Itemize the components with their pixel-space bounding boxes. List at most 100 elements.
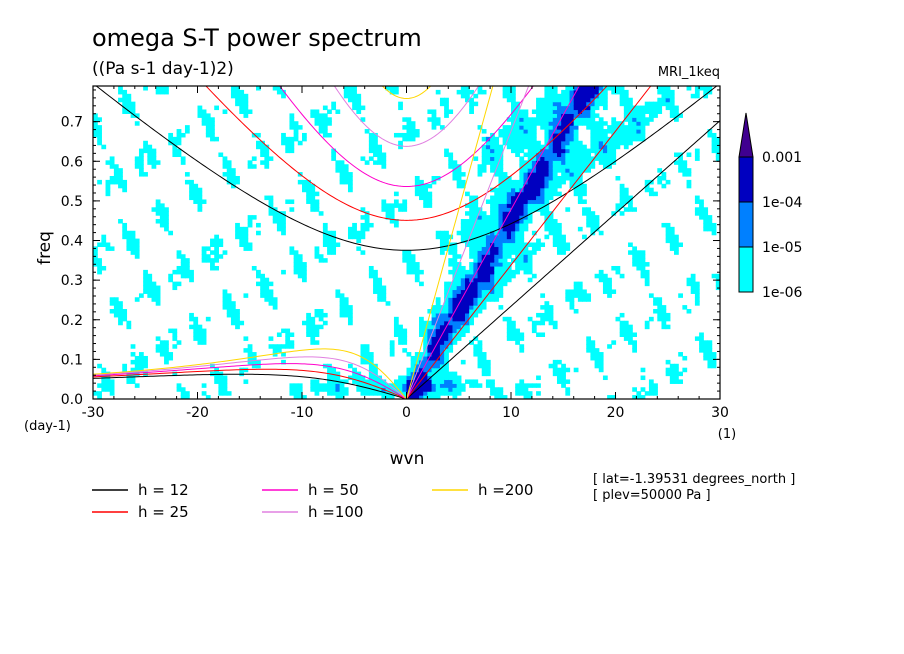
power-cell — [360, 344, 366, 349]
power-cell — [448, 156, 454, 161]
power-cell — [364, 215, 370, 220]
power-cell — [628, 199, 633, 204]
power-cell — [444, 328, 449, 334]
power-cell — [272, 301, 278, 306]
power-cell — [519, 258, 525, 263]
power-cell — [327, 117, 332, 122]
power-cell — [201, 391, 207, 396]
power-cell — [569, 132, 575, 138]
power-cell — [339, 179, 345, 185]
power-cell — [477, 293, 483, 298]
power-cell — [552, 121, 558, 126]
power-cell — [674, 160, 679, 165]
power-cell — [155, 348, 161, 353]
power-cell — [690, 93, 696, 99]
power-cell — [243, 109, 249, 114]
power-cell — [444, 113, 449, 118]
power-cell — [427, 320, 433, 326]
power-cell — [427, 332, 433, 337]
power-cell — [623, 187, 629, 193]
power-cell — [460, 172, 466, 177]
power-cell — [239, 109, 245, 114]
kelvin-curve-h25 — [406, 86, 652, 399]
power-cell — [619, 203, 625, 208]
power-cell — [164, 359, 169, 365]
power-cell — [164, 348, 169, 353]
power-cell — [327, 375, 332, 381]
power-cell — [256, 86, 261, 91]
power-cell — [669, 375, 675, 381]
power-cell — [268, 195, 274, 201]
power-cell — [239, 226, 245, 232]
power-cell — [260, 160, 265, 165]
power-cell — [306, 320, 311, 326]
power-cell — [268, 281, 274, 287]
power-cell — [531, 148, 537, 154]
power-cell — [239, 234, 245, 240]
power-cell — [435, 320, 441, 326]
power-cell — [703, 348, 709, 353]
power-cell — [176, 281, 182, 287]
power-cell — [122, 309, 128, 314]
power-cell — [352, 86, 357, 91]
power-cell — [623, 113, 629, 118]
power-cell — [602, 105, 608, 111]
power-cell — [586, 297, 592, 302]
power-cell — [519, 132, 525, 138]
power-cell — [222, 160, 228, 165]
power-cell — [556, 191, 562, 197]
colorbar-label: 1e-04 — [762, 195, 802, 211]
power-cell — [184, 258, 190, 263]
power-cell — [327, 367, 332, 373]
power-cell — [619, 129, 625, 134]
power-cell — [297, 179, 303, 185]
power-cell — [419, 191, 424, 197]
power-cell — [105, 183, 111, 189]
power-cell — [577, 183, 583, 189]
power-cell — [285, 148, 291, 154]
power-cell — [281, 226, 286, 232]
power-cell — [552, 160, 558, 165]
power-cell — [465, 297, 470, 302]
power-cell — [302, 132, 307, 138]
power-cell — [690, 289, 696, 294]
power-cell — [485, 277, 491, 283]
power-cell — [419, 328, 424, 334]
power-cell — [544, 125, 550, 130]
power-cell — [456, 179, 462, 185]
power-cell — [498, 203, 504, 208]
power-cell — [711, 273, 717, 279]
power-cell — [665, 234, 671, 240]
power-cell — [101, 367, 107, 373]
power-cell — [582, 164, 587, 169]
power-cell — [544, 187, 550, 193]
power-cell — [473, 246, 479, 251]
power-cell — [222, 379, 228, 384]
power-cell — [439, 312, 445, 318]
power-cell — [523, 113, 529, 118]
power-cell — [602, 136, 608, 142]
power-cell — [628, 101, 633, 107]
power-cell — [322, 113, 328, 118]
power-cell — [556, 242, 562, 248]
power-cell — [473, 383, 479, 388]
power-cell — [565, 172, 571, 177]
power-cell — [310, 316, 316, 322]
power-cell — [180, 254, 186, 259]
power-cell — [138, 172, 144, 177]
power-cell — [556, 152, 562, 158]
power-cell — [444, 363, 449, 369]
power-cell — [134, 242, 140, 248]
power-cell — [251, 352, 257, 357]
power-cell — [276, 348, 282, 353]
power-cell — [515, 187, 520, 193]
power-cell — [481, 219, 487, 224]
power-cell — [502, 281, 508, 287]
power-cell — [502, 140, 508, 146]
power-cell — [465, 226, 470, 232]
power-cell — [577, 93, 583, 99]
power-cell — [594, 136, 600, 142]
power-cell — [665, 179, 671, 185]
power-cell — [565, 89, 571, 95]
power-cell — [427, 352, 433, 357]
